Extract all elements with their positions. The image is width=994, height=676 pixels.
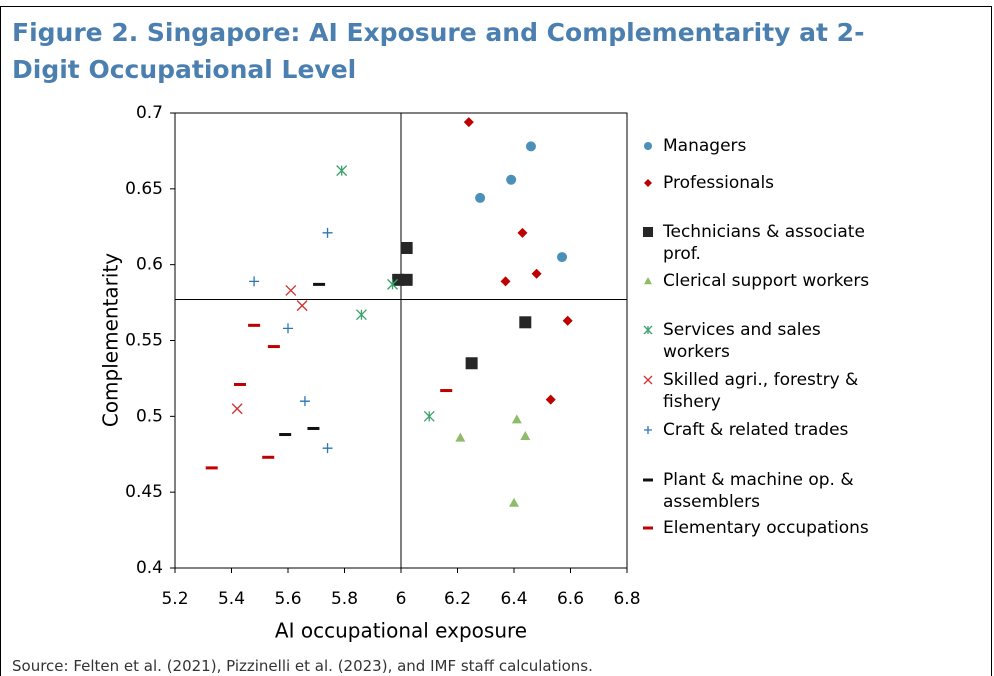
point	[299, 396, 310, 407]
point	[296, 300, 308, 312]
legend-label: Elementary occupations	[663, 518, 869, 538]
x-tick-label: 6	[396, 589, 407, 609]
y-tick-label: 0.55	[125, 331, 163, 351]
point	[322, 443, 333, 454]
point	[519, 316, 532, 329]
point	[557, 252, 568, 263]
x-tick-label: 5.4	[218, 589, 245, 609]
legend-label: Skilled agri., forestry & fishery	[663, 370, 859, 412]
x-tick-label: 5.6	[274, 589, 301, 609]
chart-title: Figure 2. Singapore: AI Exposure and Com…	[12, 18, 865, 84]
point	[423, 410, 435, 422]
legend-label: Managers	[663, 136, 747, 156]
point	[506, 174, 517, 185]
point	[509, 497, 519, 507]
legend-label: Craft & related trades	[663, 420, 849, 440]
y-axis-label: Complementarity	[99, 253, 123, 427]
point	[562, 315, 573, 326]
x-tick-label: 5.2	[161, 589, 188, 609]
point	[336, 165, 348, 177]
point	[463, 117, 474, 128]
point	[400, 273, 413, 286]
legend-label: Plant & machine op. & assemblers	[663, 470, 854, 512]
x-tick-label: 6.6	[557, 589, 584, 609]
point	[231, 403, 243, 415]
point	[531, 268, 542, 279]
legend-marker	[644, 179, 652, 187]
y-tick-label: 0.65	[125, 179, 163, 199]
point	[465, 357, 478, 370]
y-tick-label: 0.45	[125, 482, 163, 502]
x-tick-label: 6.2	[444, 589, 471, 609]
point	[545, 394, 556, 405]
point	[520, 431, 531, 441]
y-tick-label: 0.6	[136, 255, 163, 275]
y-tick-label: 0.4	[136, 558, 163, 578]
legend-marker	[644, 142, 652, 150]
point	[285, 284, 297, 296]
legend-marker	[643, 227, 653, 237]
legend-label: Technicians & associate prof.	[663, 222, 865, 264]
y-tick-label: 0.5	[136, 406, 163, 426]
point	[322, 227, 333, 238]
legend-label: Professionals	[663, 173, 775, 193]
point	[525, 141, 536, 152]
point	[355, 309, 367, 321]
point	[511, 414, 522, 424]
x-tick-label: 5.8	[331, 589, 358, 609]
legend-marker	[644, 277, 652, 285]
x-tick-label: 6.4	[500, 589, 527, 609]
x-axis-label: AI occupational exposure	[275, 619, 527, 643]
point	[475, 192, 486, 203]
point	[387, 278, 398, 290]
legend-marker	[643, 325, 653, 335]
point	[283, 323, 293, 334]
point	[249, 276, 260, 287]
legend-label: Clerical support workers	[663, 271, 870, 291]
y-tick-label: 0.7	[136, 103, 163, 123]
point	[455, 432, 466, 442]
point	[500, 276, 511, 287]
point	[517, 227, 528, 238]
point	[400, 241, 413, 254]
x-tick-label: 6.8	[613, 589, 640, 609]
frame	[0, 6, 992, 676]
legend-marker	[644, 426, 652, 434]
legend-label: Services and sales workers	[663, 320, 821, 362]
source: Source: Felten et al. (2021), Pizzinelli…	[12, 657, 593, 675]
legend-marker	[643, 375, 653, 385]
